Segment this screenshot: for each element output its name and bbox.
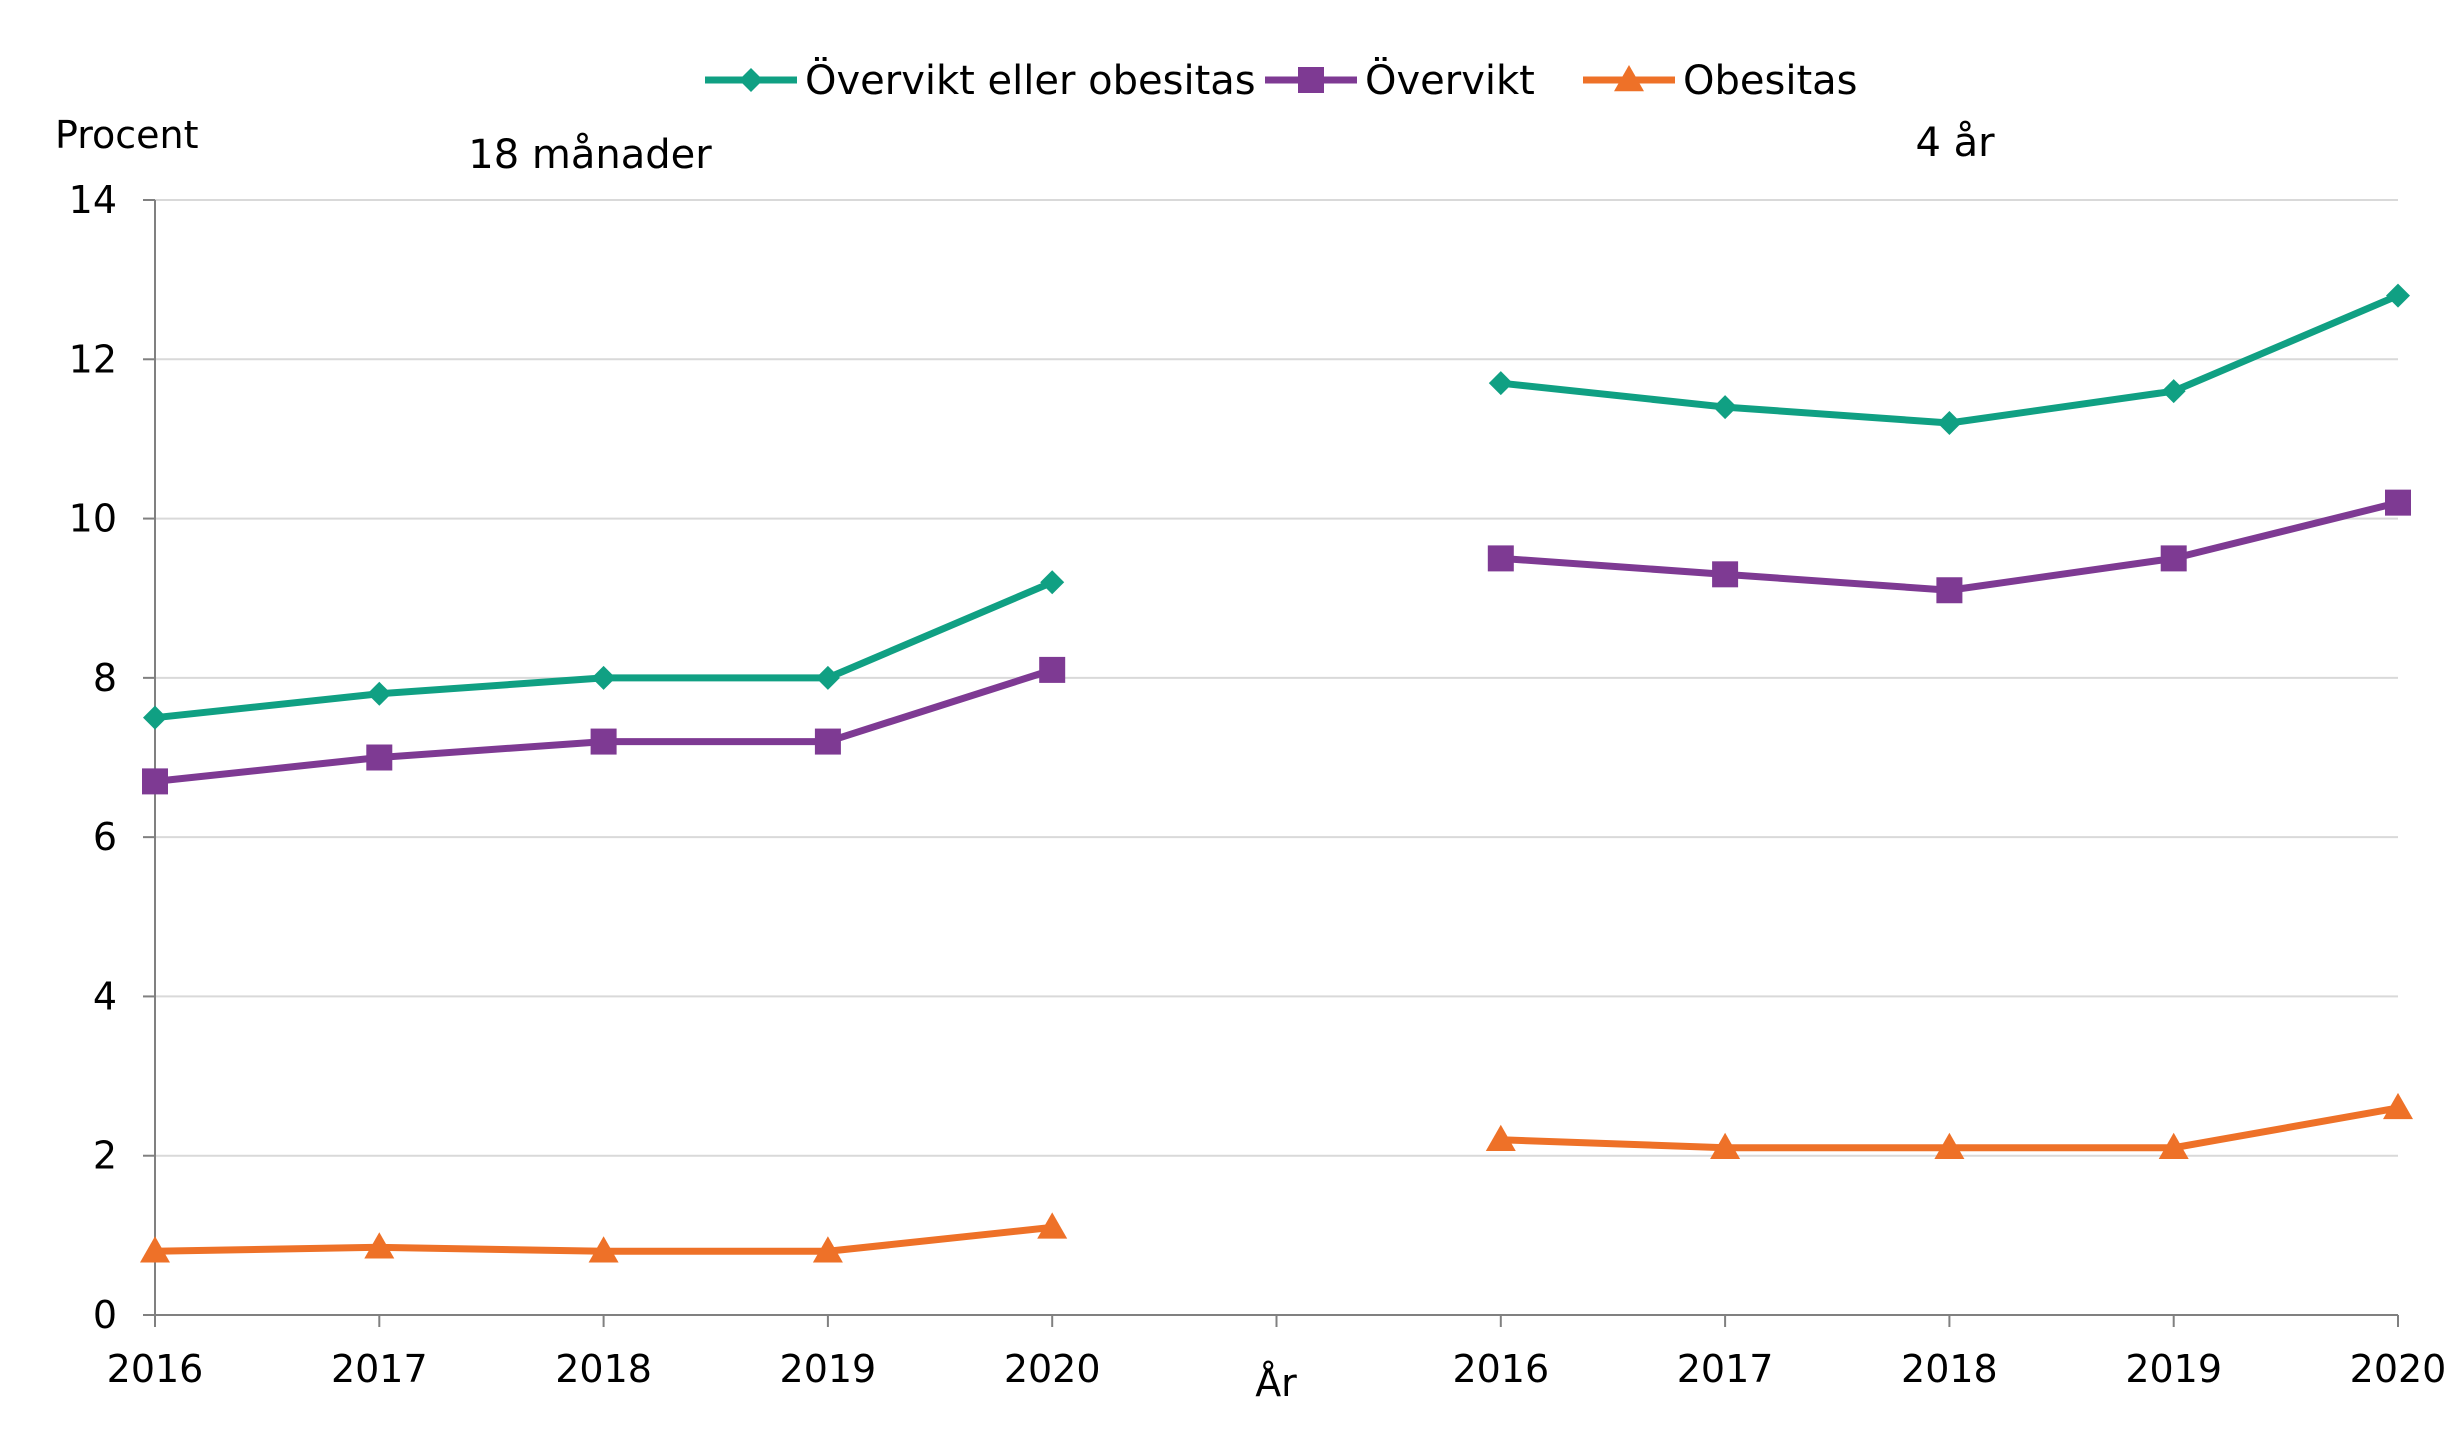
x-tick-label-0-2018: 2018 — [555, 1347, 652, 1391]
data-point-1-1-2020 — [2385, 489, 2411, 516]
legend-marker-1 — [1298, 67, 1324, 93]
data-point-0-0-2019 — [815, 665, 840, 690]
data-point-0-1-2017 — [366, 744, 393, 771]
data-point-1-2-2019 — [2158, 1132, 2189, 1159]
x-tick-label-1-2020: 2020 — [2350, 1347, 2447, 1391]
data-point-0-2-2019 — [812, 1236, 843, 1263]
series-line-1-1 — [1500, 499, 2399, 594]
data-point-1-1-2016 — [1487, 545, 1514, 572]
data-point-0-1-2020 — [1039, 656, 1066, 683]
y-tick-label-12: 12 — [69, 337, 117, 381]
data-point-1-0-2017 — [1713, 395, 1738, 420]
y-tick-label-2: 2 — [93, 1134, 117, 1178]
y-tick-label-14: 14 — [69, 178, 117, 222]
x-tick-label-0-2016: 2016 — [107, 1347, 204, 1391]
x-axis-title: År — [1255, 1361, 1297, 1405]
data-point-0-1-2016 — [142, 768, 168, 795]
series — [140, 283, 2413, 1263]
data-point-0-0-2016 — [143, 705, 167, 730]
data-point-1-0-2018 — [1937, 411, 1962, 435]
data-point-0-0-2020 — [1040, 570, 1065, 595]
data-point-0-1-2019 — [814, 728, 841, 755]
data-point-0-0-2017 — [367, 681, 392, 706]
y-tick-label-6: 6 — [93, 815, 117, 859]
axes: 0 2 4 6 8 10 12 14 2016 2017 2018 2019 2020 2016 2017 2… — [69, 178, 2447, 1391]
data-point-0-2-2020 — [1037, 1212, 1068, 1239]
legend-marker-2 — [1614, 65, 1644, 92]
data-point-0-2-2016 — [140, 1236, 170, 1263]
data-point-1-1-2018 — [1936, 577, 1963, 604]
y-tick-label-0: 0 — [93, 1293, 117, 1337]
data-point-1-2-2016 — [1485, 1124, 1516, 1152]
x-tick-label-0-2017: 2017 — [331, 1347, 428, 1391]
legend: Övervikt eller obesitas Övervikt Obesitas — [705, 56, 1857, 104]
y-tick-label-4: 4 — [93, 974, 117, 1018]
panel-label-18-manader: 18 månader — [468, 132, 712, 178]
data-point-0-0-2018 — [591, 665, 616, 690]
y-axis-title: Procent — [55, 113, 199, 157]
x-tick-label-0-2019: 2019 — [780, 1347, 877, 1391]
data-point-0-2-2018 — [588, 1236, 619, 1263]
data-point-1-2-2017 — [1710, 1132, 1741, 1159]
x-tick-label-0-2020: 2020 — [1004, 1347, 1101, 1391]
gridlines — [155, 199, 2398, 1157]
labels: Procent År 18 månader 4 år — [55, 113, 1995, 1405]
x-tick-label-1-2018: 2018 — [1901, 1347, 1998, 1391]
series-line-0-0 — [154, 579, 1054, 722]
y-tick-label-8: 8 — [93, 656, 117, 700]
x-tick-label-1-2017: 2017 — [1677, 1347, 1774, 1391]
x-tick-label-1-2019: 2019 — [2125, 1347, 2222, 1391]
legend-marker-0 — [739, 68, 763, 92]
y-tick-label-10: 10 — [69, 497, 117, 541]
panel-label-4-ar: 4 år — [1915, 120, 1995, 166]
legend-label-0: Övervikt eller obesitas — [805, 56, 1256, 104]
data-point-1-2-2020 — [2383, 1092, 2413, 1120]
data-point-0-2-2017 — [364, 1232, 395, 1259]
data-point-1-0-2019 — [2161, 379, 2186, 404]
data-point-1-1-2017 — [1712, 561, 1739, 588]
data-point-1-0-2016 — [1488, 371, 1513, 396]
data-point-0-1-2018 — [590, 728, 617, 755]
x-tick-label-1-2016: 2016 — [1452, 1347, 1549, 1391]
data-point-1-2-2018 — [1934, 1132, 1965, 1159]
legend-label-2: Obesitas — [1683, 58, 1857, 104]
data-point-1-1-2019 — [2160, 545, 2187, 572]
data-point-1-0-2020 — [2386, 283, 2410, 308]
legend-label-1: Övervikt — [1365, 56, 1535, 104]
